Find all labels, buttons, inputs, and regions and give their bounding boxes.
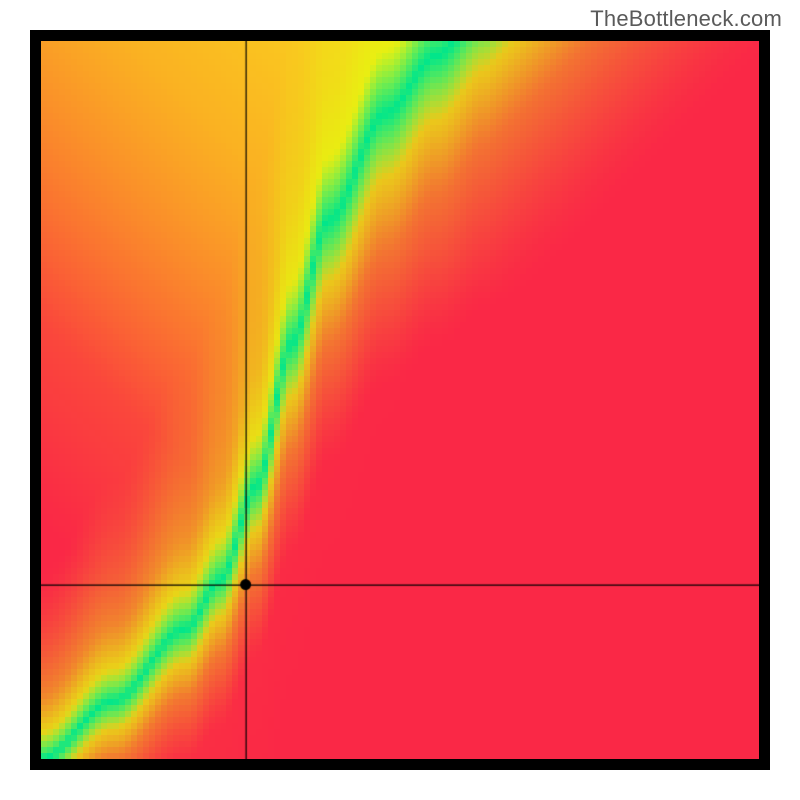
watermark-text: TheBottleneck.com xyxy=(590,6,782,32)
crosshair-overlay xyxy=(41,41,759,759)
